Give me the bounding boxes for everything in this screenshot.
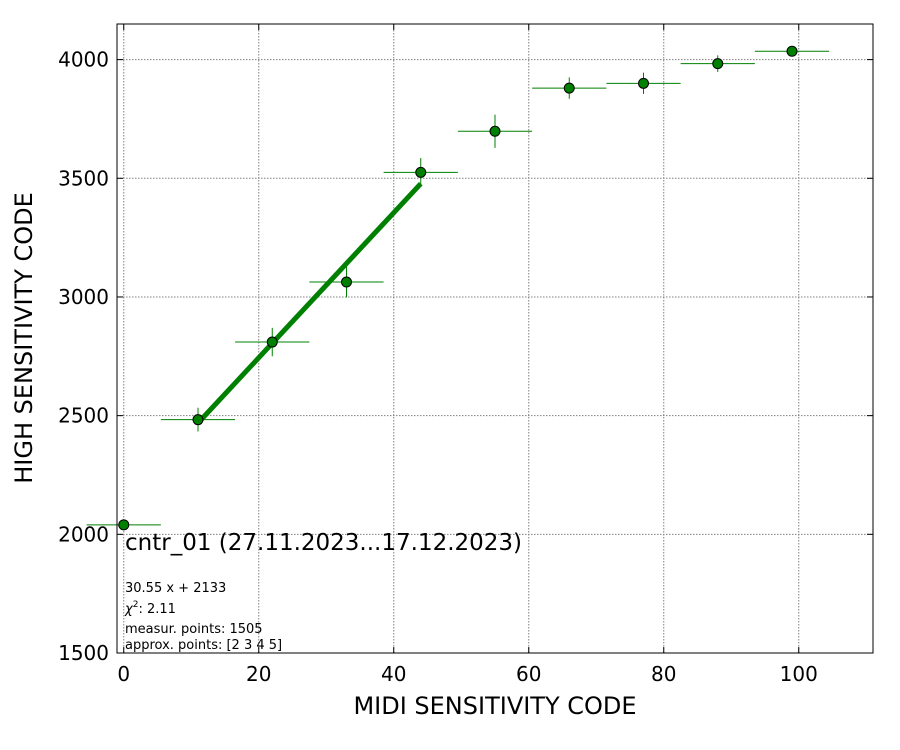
axes: 0 20 40 60 80 100 1500 2000 2500 3000 3500 4000 [58,23,874,686]
data-point [754,45,830,57]
fit-line-layer [196,181,423,425]
y-tick-label: 2500 [58,404,109,428]
y-tick-label: 4000 [58,48,109,72]
fit-line [196,181,423,425]
data-point [86,519,161,531]
fit-equation: 30.55 x + 2133 [125,581,226,596]
data-point [309,266,384,298]
data-point [235,327,310,357]
approx-points: approx. points: [2 3 4 5] [125,638,282,653]
chi-value: : 2.11 [138,602,175,617]
data-marker [489,125,501,137]
chi-squared: χ2: 2.11 [124,600,176,617]
data-point [457,114,533,148]
data-marker [192,414,204,426]
data-point [680,55,755,72]
x-tick-label: 20 [246,662,271,686]
data-marker [341,276,352,288]
measur-points: measur. points: 1505 [125,622,263,637]
data-point [606,72,681,95]
y-tick-label: 1500 [58,641,109,665]
chi-superscript: 2 [133,600,139,610]
x-tick-label: 100 [780,662,818,686]
data-marker [118,519,130,531]
data-point [532,77,607,99]
data-marker [563,82,575,94]
annotation-title: cntr_01 (27.11.2023...17.12.2023) [125,530,522,556]
x-tick-label: 0 [117,662,130,686]
data-marker [638,77,649,89]
data-point [160,407,236,432]
y-axis-label: HIGH SENSITIVITY CODE [10,192,38,484]
x-tick-label: 60 [516,662,541,686]
x-tick-label: 80 [651,662,676,686]
plot-frame [116,23,874,654]
data-points [86,45,830,531]
chi-symbol: χ [124,602,134,617]
data-marker [786,45,798,57]
annotation-block: cntr_01 (27.11.2023...17.12.2023) 30.55 … [124,530,522,653]
data-marker [266,336,278,348]
x-axis-label: MIDI SENSITIVITY CODE [353,692,636,720]
data-point [383,158,458,187]
y-tick-label: 2000 [58,522,109,546]
data-marker [415,166,427,178]
x-tick-label: 40 [381,662,406,686]
data-marker [712,58,724,70]
y-tick-label: 3000 [58,285,109,309]
y-tick-label: 3500 [58,166,109,190]
